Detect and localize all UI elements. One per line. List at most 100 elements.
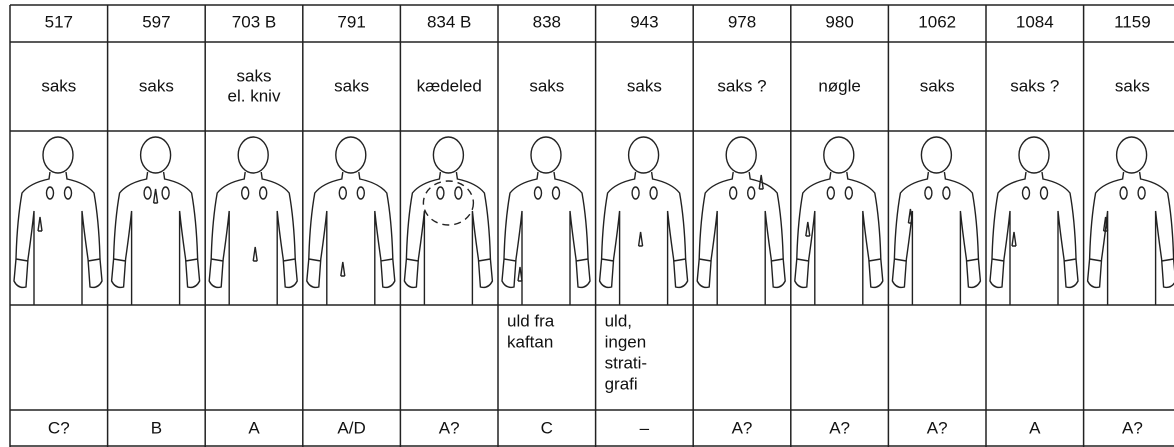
object-mark — [1011, 231, 1017, 247]
head — [335, 136, 367, 174]
brooch — [649, 186, 658, 200]
grave-number: 1084 — [1016, 12, 1054, 31]
brooch — [1137, 186, 1146, 200]
body-figure — [501, 136, 591, 305]
head — [237, 136, 269, 174]
object-label: kædeled — [417, 76, 482, 95]
dating-code: C — [541, 418, 553, 437]
object-label: saks — [139, 76, 174, 95]
dating-code: A/D — [337, 418, 365, 437]
object-label: nøgle — [818, 76, 861, 95]
brooch — [436, 186, 445, 200]
object-label: saks — [627, 76, 662, 95]
dating-code: A — [248, 418, 260, 437]
brooch — [161, 186, 170, 200]
brooch — [258, 186, 268, 200]
object-mark — [758, 174, 764, 190]
dating-code: A? — [732, 418, 753, 437]
body-figure — [794, 136, 884, 305]
object-mark — [340, 261, 346, 277]
brooch — [63, 186, 73, 200]
head — [627, 136, 660, 174]
object-label: saks — [920, 76, 955, 95]
brooch — [844, 186, 853, 200]
body-figure — [989, 136, 1079, 305]
object-label: saks — [237, 66, 272, 85]
brooch — [551, 186, 561, 200]
brooch — [454, 186, 463, 200]
dating-code: A? — [927, 418, 948, 437]
object-label: el. kniv — [228, 86, 281, 105]
object-mark — [907, 208, 914, 224]
brooch — [747, 186, 756, 200]
torso — [208, 171, 298, 305]
body-figure — [891, 136, 982, 305]
head — [1115, 136, 1148, 174]
note-line: grafi — [605, 374, 638, 393]
object-mark — [637, 231, 644, 247]
brooch — [729, 186, 738, 200]
grave-number: 791 — [337, 12, 365, 31]
torso — [891, 171, 982, 305]
torso — [306, 171, 396, 305]
note-line: ingen — [605, 332, 647, 351]
head — [139, 136, 172, 174]
object-label: saks — [41, 76, 76, 95]
brooch — [338, 186, 347, 200]
body-figure — [208, 136, 298, 305]
body-figure — [1086, 136, 1174, 305]
object-mark — [1102, 216, 1109, 232]
object-label: saks ? — [717, 76, 766, 95]
torso — [1086, 171, 1174, 305]
dating-code: A? — [829, 418, 850, 437]
object-label: saks ? — [1010, 76, 1059, 95]
grave-number: 703 B — [232, 12, 276, 31]
torso — [13, 171, 103, 305]
head — [725, 136, 757, 174]
grave-number: 838 — [533, 12, 561, 31]
grave-number: 1159 — [1114, 12, 1151, 31]
object-mark — [805, 221, 811, 237]
object-mark — [152, 188, 159, 204]
head — [920, 136, 953, 174]
object-label: saks — [1115, 76, 1150, 95]
head — [530, 136, 562, 174]
brooch — [631, 186, 640, 200]
dating-code: – — [640, 418, 650, 437]
brooch — [240, 186, 250, 200]
object-mark — [37, 216, 43, 232]
note-line: kaftan — [507, 332, 553, 351]
grave-number: 517 — [45, 12, 73, 31]
grave-number: 943 — [630, 12, 658, 31]
brooch — [1021, 186, 1031, 200]
head — [1018, 136, 1050, 174]
head — [823, 136, 855, 174]
dating-code: A? — [1122, 418, 1143, 437]
brooch — [924, 186, 933, 200]
torso — [696, 171, 786, 305]
body-figure — [598, 136, 689, 305]
torso — [794, 171, 884, 305]
object-label: saks — [334, 76, 369, 95]
dating-code: B — [151, 418, 162, 437]
torso — [598, 171, 689, 305]
note-line: strati- — [605, 353, 648, 372]
brooch — [942, 186, 951, 200]
head — [42, 136, 74, 174]
grave-number: 834 B — [427, 12, 471, 31]
brooch — [143, 186, 152, 200]
body-figure — [696, 136, 786, 305]
body-figure — [13, 136, 103, 305]
torso — [501, 171, 591, 305]
dating-code: A? — [439, 418, 460, 437]
brooch — [1119, 186, 1128, 200]
chain — [422, 180, 475, 226]
grave-number: 978 — [728, 12, 756, 31]
brooch — [1039, 186, 1049, 200]
torso — [989, 171, 1079, 305]
note-line: uld fra — [507, 311, 555, 330]
body-figure — [306, 136, 396, 305]
body-figure — [403, 136, 494, 305]
